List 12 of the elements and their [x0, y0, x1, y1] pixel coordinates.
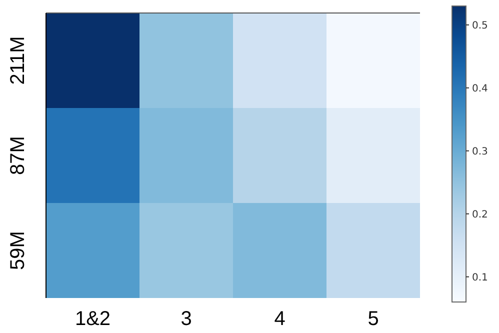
x-tick-label: 3 [180, 308, 192, 330]
y-tick-label: 87M [7, 136, 29, 175]
x-tick-label: 4 [274, 308, 286, 330]
x-tick-label: 5 [368, 308, 379, 330]
color-bar-label: 0.2 [472, 209, 488, 220]
y-tick-label: 59M [7, 231, 29, 270]
y-tick-label: 211M [7, 36, 29, 85]
color-bar-label: 0.3 [472, 146, 488, 158]
color-bar-label: 0.5 [472, 20, 488, 32]
color-bar-label: 0.1 [472, 272, 488, 284]
x-tick-label: 1&2 [74, 308, 111, 330]
color-bar-label: 0.4 [472, 83, 488, 94]
